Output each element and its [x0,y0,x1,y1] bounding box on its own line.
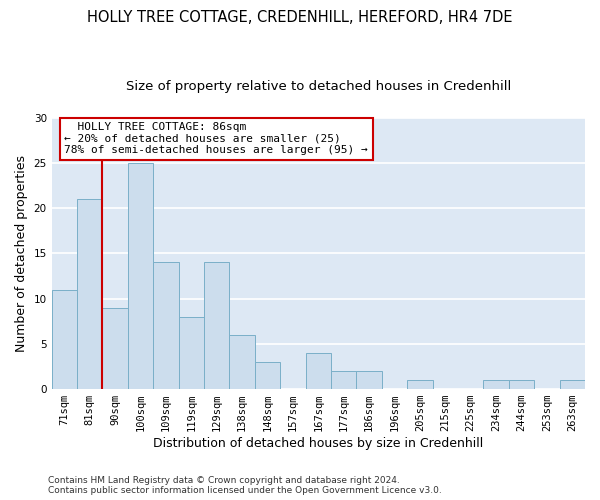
Bar [560,380,585,389]
Y-axis label: Number of detached properties: Number of detached properties [15,155,28,352]
Bar [356,371,382,389]
Title: Size of property relative to detached houses in Credenhill: Size of property relative to detached ho… [126,80,511,93]
X-axis label: Distribution of detached houses by size in Credenhill: Distribution of detached houses by size … [153,437,484,450]
Bar [204,262,229,389]
Bar [509,380,534,389]
Bar [331,371,356,389]
Bar [77,199,103,389]
Bar [103,308,128,389]
Bar [153,262,179,389]
Bar [407,380,433,389]
Bar [128,163,153,389]
Bar [179,316,204,389]
Bar [484,380,509,389]
Text: HOLLY TREE COTTAGE, CREDENHILL, HEREFORD, HR4 7DE: HOLLY TREE COTTAGE, CREDENHILL, HEREFORD… [87,10,513,25]
Bar [305,353,331,389]
Text: HOLLY TREE COTTAGE: 86sqm  
← 20% of detached houses are smaller (25)
78% of sem: HOLLY TREE COTTAGE: 86sqm ← 20% of detac… [64,122,368,156]
Bar [229,335,255,389]
Text: Contains HM Land Registry data © Crown copyright and database right 2024.
Contai: Contains HM Land Registry data © Crown c… [48,476,442,495]
Bar [255,362,280,389]
Bar [52,290,77,389]
